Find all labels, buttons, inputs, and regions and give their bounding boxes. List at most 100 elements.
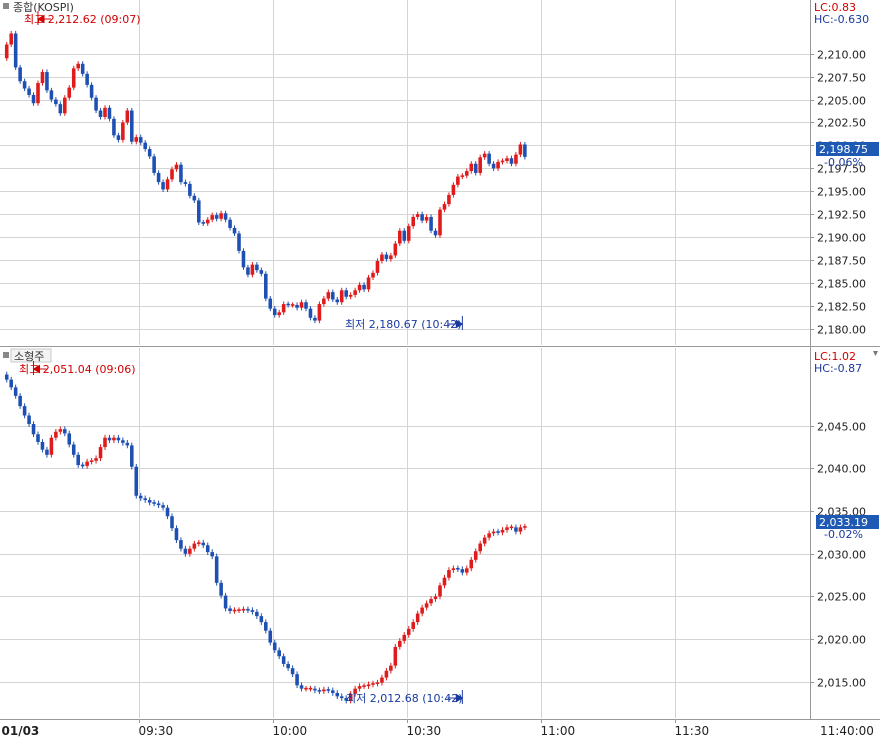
small-cap-candle xyxy=(384,667,389,681)
small-cap-candle-body xyxy=(514,527,518,532)
small-cap-candle-body xyxy=(107,437,112,441)
small-cap-candle-body xyxy=(496,531,500,533)
time-axis-label: 11:30 xyxy=(675,724,710,738)
kospi-candle-body xyxy=(94,97,98,111)
kospi-candle xyxy=(389,252,393,262)
small-cap-checkbox-icon[interactable] xyxy=(3,352,9,358)
kospi-candle xyxy=(290,302,295,308)
small-cap-annotations: 최고 2,051.04 (09:06) 최저 2,012.68 (10:42) xyxy=(19,361,464,705)
small-cap-candle-body xyxy=(147,500,152,503)
small-cap-candle xyxy=(438,582,442,600)
small-cap-candle-body xyxy=(339,696,344,699)
small-cap-candle xyxy=(255,609,259,619)
small-cap-candle-body xyxy=(63,429,67,434)
small-cap-candle-body xyxy=(103,437,107,448)
kospi-price-tick-label: 2,202.50 xyxy=(817,117,866,130)
small-cap-high-arrow-icon xyxy=(32,364,47,374)
small-cap-candle xyxy=(491,528,496,537)
small-cap-candle-body xyxy=(348,693,353,701)
small-cap-candle-body xyxy=(264,622,268,631)
kospi-candle xyxy=(344,287,348,300)
kospi-candle xyxy=(505,155,509,164)
small-cap-candle xyxy=(214,553,219,586)
small-cap-price-tick-label: 2,015.00 xyxy=(817,677,866,690)
kospi-candle-body xyxy=(31,94,36,104)
small-cap-candle xyxy=(295,671,299,689)
small-cap-candle xyxy=(130,442,134,470)
pane-scroll-icon[interactable] xyxy=(873,351,878,356)
kospi-candle xyxy=(482,151,487,160)
kospi-candle xyxy=(228,217,232,231)
kospi-candle xyxy=(36,80,40,106)
kospi-candle xyxy=(205,217,210,226)
kospi-candle xyxy=(98,107,103,120)
kospi-candle xyxy=(393,240,398,259)
kospi-checkbox-icon[interactable] xyxy=(3,3,9,9)
small-cap-lc-label: LC:1.02 xyxy=(814,350,856,363)
kospi-low-arrow-icon xyxy=(447,319,464,329)
small-cap-candle xyxy=(339,693,344,701)
kospi-candle-body xyxy=(281,304,286,313)
kospi-candle-body xyxy=(384,254,389,260)
small-cap-high-annotation: 최고 2,051.04 (09:06) xyxy=(19,363,136,376)
kospi-candle-body xyxy=(518,144,523,155)
kospi-candle-body xyxy=(299,302,304,308)
small-cap-candle xyxy=(447,567,451,581)
kospi-candle xyxy=(447,192,451,207)
time-axis: 01/03 09:30 10:00 10:30 11:00 11:30 11:40:00 xyxy=(2,719,874,738)
small-cap-candle-body xyxy=(380,677,384,683)
kospi-candle-body xyxy=(366,277,371,290)
kospi-price-tick-label: 2,192.50 xyxy=(817,209,866,222)
kospi-price-tick-label: 2,207.50 xyxy=(817,72,866,85)
kospi-candle-body xyxy=(201,222,206,224)
small-cap-candle xyxy=(322,686,326,695)
small-cap-candle xyxy=(353,685,357,697)
small-cap-candle xyxy=(290,665,295,677)
small-cap-candle-body xyxy=(317,690,322,692)
small-cap-candle-body xyxy=(473,551,478,560)
kospi-candle xyxy=(250,262,255,278)
small-cap-candle-body xyxy=(366,684,371,687)
small-cap-candle-body xyxy=(469,559,474,569)
small-cap-candle-body xyxy=(456,567,460,570)
kospi-candle-body xyxy=(451,184,456,195)
kospi-candle xyxy=(442,201,447,213)
small-cap-candle xyxy=(335,690,340,700)
small-cap-candle xyxy=(366,681,371,689)
kospi-candle-body xyxy=(500,160,505,163)
small-cap-candle-body xyxy=(18,395,22,407)
kospi-change-pct: -0.06% xyxy=(824,156,863,169)
small-cap-candle xyxy=(402,632,407,644)
small-cap-candle-body xyxy=(255,611,259,617)
kospi-candle xyxy=(63,95,67,116)
kospi-candle xyxy=(18,64,22,84)
small-cap-low-annotation: 최저 2,012.68 (10:42) xyxy=(346,692,463,705)
small-cap-candle-body xyxy=(112,437,116,441)
small-cap-candle-body xyxy=(170,516,174,529)
kospi-price-tick-label: 2,187.50 xyxy=(817,255,866,268)
small-cap-candle-body xyxy=(331,690,335,693)
small-cap-candle xyxy=(18,393,22,409)
kospi-candle-body xyxy=(478,157,482,173)
small-cap-candle-body xyxy=(335,692,340,697)
small-cap-candle xyxy=(161,502,165,511)
kospi-candle xyxy=(13,30,18,71)
small-cap-change-pct: -0.02% xyxy=(824,528,863,541)
kospi-candle-body xyxy=(174,164,179,170)
kospi-candle-body xyxy=(147,149,152,157)
small-cap-candle-body xyxy=(393,646,398,666)
small-cap-candle-body xyxy=(344,698,348,701)
small-cap-candle xyxy=(331,687,335,696)
time-axis-label: 09:30 xyxy=(139,724,174,738)
kospi-candle xyxy=(27,85,31,98)
time-axis-label: 10:00 xyxy=(273,724,308,738)
kospi-candle-body xyxy=(63,97,67,114)
small-cap-candle-body xyxy=(353,688,357,694)
kospi-candle xyxy=(121,119,125,143)
small-cap-price-tick-label: 2,025.00 xyxy=(817,591,866,604)
kospi-candle-body xyxy=(219,213,223,219)
kospi-candle xyxy=(281,301,286,315)
small-cap-candle-body xyxy=(523,526,527,528)
kospi-candle-body xyxy=(313,317,317,321)
kospi-candle-body xyxy=(277,312,281,316)
